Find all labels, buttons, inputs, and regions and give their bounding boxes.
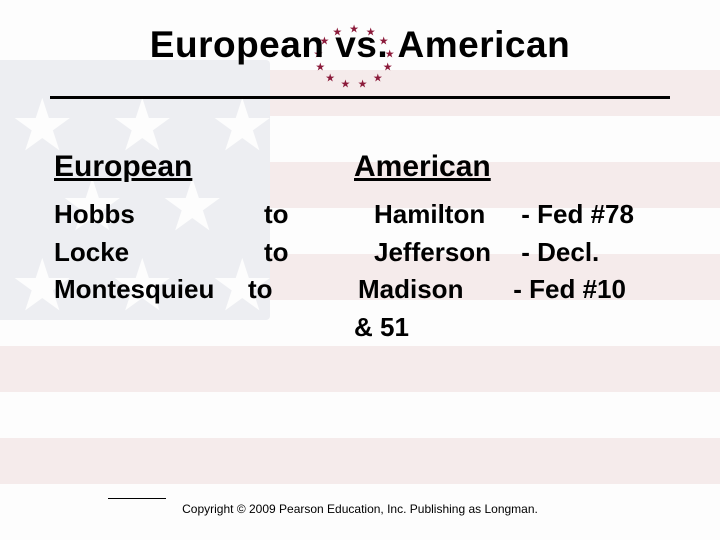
ring-star-icon: ★ bbox=[325, 74, 335, 85]
comparison-row: Montesquieu to Madison - Fed #10 bbox=[54, 271, 672, 309]
comparison-rows: Hobbs to Hamilton - Fed #78 Locke to Jef… bbox=[54, 196, 672, 347]
european-thinker: Locke bbox=[54, 234, 244, 272]
connector-to: to bbox=[244, 234, 374, 272]
column-headings: European American bbox=[54, 150, 672, 184]
european-thinker: Hobbs bbox=[54, 196, 244, 234]
connector-to: to bbox=[244, 196, 374, 234]
copyright-text: Copyright © 2009 Pearson Education, Inc.… bbox=[0, 502, 720, 516]
american-name: Hamilton bbox=[374, 196, 514, 234]
american-name: Madison bbox=[358, 271, 498, 309]
row-continuation: & 51 bbox=[354, 309, 672, 347]
ring-star-icon: ★ bbox=[358, 80, 368, 91]
american-name: Jefferson bbox=[374, 234, 514, 272]
slide: ★ ★ ★ ★ ★ ★ ★ ★ ★★★★★★★★★★★★★ European v… bbox=[0, 0, 720, 540]
content-area: European American Hobbs to Hamilton - Fe… bbox=[54, 150, 672, 347]
american-thinker: Jefferson - Decl. bbox=[374, 234, 672, 272]
title-area: ★★★★★★★★★★★★★ European vs. American bbox=[50, 24, 670, 102]
comparison-row: Locke to Jefferson - Decl. bbox=[54, 234, 672, 272]
european-thinker: Montesquieu bbox=[54, 271, 244, 309]
american-thinker: Hamilton - Fed #78 bbox=[374, 196, 672, 234]
comparison-row: Hobbs to Hamilton - Fed #78 bbox=[54, 196, 672, 234]
american-thinker: Madison - Fed #10 bbox=[358, 271, 672, 309]
american-work: - Decl. bbox=[521, 237, 599, 267]
ring-star-icon: ★ bbox=[373, 74, 383, 85]
slide-title: European vs. American bbox=[50, 24, 670, 66]
column-heading-american: American bbox=[354, 150, 491, 184]
column-heading-european: European bbox=[54, 150, 354, 184]
american-work: - Fed #78 bbox=[521, 199, 634, 229]
american-work: - Fed #10 bbox=[513, 274, 626, 304]
title-underline bbox=[50, 96, 670, 99]
footer-short-rule bbox=[108, 498, 166, 499]
ring-star-icon: ★ bbox=[340, 80, 350, 91]
connector-to: to bbox=[244, 271, 358, 309]
